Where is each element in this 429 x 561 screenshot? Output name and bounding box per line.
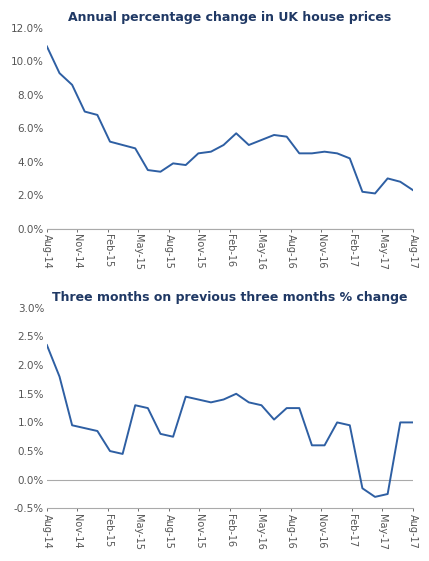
Title: Annual percentage change in UK house prices: Annual percentage change in UK house pri… [68,11,392,24]
Title: Three months on previous three months % change: Three months on previous three months % … [52,291,408,304]
